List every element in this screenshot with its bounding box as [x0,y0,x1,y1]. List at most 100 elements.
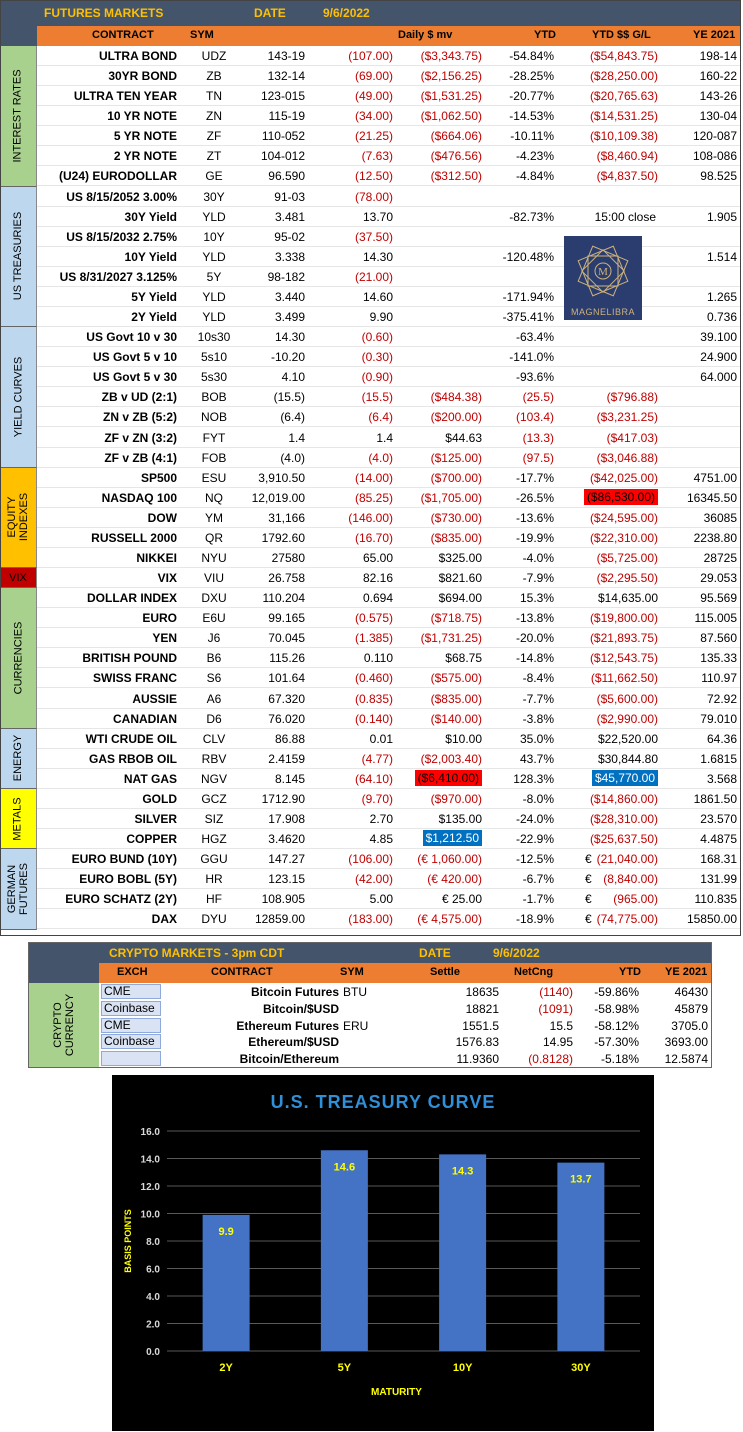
daily-mv-cell: $68.75 [445,651,482,666]
ye-cell: 120-087 [692,129,737,144]
contract-cell: COPPER [126,832,177,847]
daily-mv-cell: $325.00 [438,551,482,565]
section-label-text: CURRENCIES [12,621,25,695]
daily-mv-cell: ($125.00) [430,450,482,465]
crypto-row: Bitcoin/Ethereum 11.9360 (0.8128) -5.18% 12.… [99,1051,711,1068]
sym-cell: YLD [202,249,226,264]
sym-cell: RBV [201,751,227,766]
price-cell: (15.5) [273,390,305,405]
contract-cell: 5 YR NOTE [113,129,177,144]
daily-mv-cell: ($835.00) [430,691,482,706]
daily-mv-cell: ($664.06) [430,129,482,144]
daily-mv-cell: ($2,003.40) [420,751,482,766]
ytd-cell: 15.3% [519,591,554,606]
ye-cell: 87.560 [700,631,737,646]
sym-cell: NGV [200,771,227,786]
sym-cell: GCZ [201,791,227,806]
daily-mv-cell: $10.00 [445,731,482,746]
price-cell: 123.15 [268,872,305,887]
contract-cell: (U24) EURODOLLAR [58,169,177,184]
change-cell: (0.30) [361,350,393,365]
ytd-gl-cell: 15:00 close [594,209,656,224]
change-cell: (69.00) [354,69,393,84]
table-row: GOLD GCZ 1712.90 (9.70) ($970.00) -8.0% ($14,8… [37,789,740,809]
price-cell: 8.145 [274,771,305,786]
ye-cell: 39.100 [700,330,737,345]
table-row: US Govt 5 v 10 5s10 -10.20 (0.30) -141.0% 24.… [37,347,740,368]
sym-cell: HR [205,872,223,887]
ytd-cell: -20.0% [515,631,554,646]
col-ytd: YTD [534,29,556,41]
price-cell: 2.4159 [268,751,305,766]
price-cell: 1792.60 [261,530,305,545]
table-row: 2 YR NOTE ZT 104-012 (7.63) ($476.56) -4.23% (… [37,146,740,167]
section-label-text: INTEREST RATES [12,69,25,163]
change-cell: (0.90) [361,370,393,385]
crypto-col-ytd: YTD [619,966,641,978]
x-tick-label: 30Y [571,1362,591,1374]
price-cell: 3.481 [274,209,305,224]
change-cell: 65.00 [362,551,393,565]
sym-cell: YLD [202,209,226,224]
ytd-cell: (103.4) [515,410,554,425]
table-row: COPPER HGZ 3.4620 4.85 $1,212.50 -22.9% ($25,6… [37,829,740,850]
ye-cell: 143-26 [699,89,737,104]
daily-mv-cell: ($3,343.75) [420,49,482,63]
ytd-cell: -28.25% [509,69,554,84]
contract-cell: 5Y Yield [131,289,177,304]
change-cell: (106.00) [348,852,393,867]
change-cell: (6.4) [368,410,393,425]
sym-cell: D6 [206,711,222,726]
sym-cell: NOB [200,410,227,425]
crypto-date-label: DATE [419,946,451,960]
daily-mv-cell: ($1,531.25) [420,89,482,104]
ytd-cell: -375.41% [502,310,554,325]
change-cell: 0.01 [369,731,393,746]
sym-cell: SIZ [204,812,224,827]
ytd-cell: -14.53% [509,109,554,124]
euro-sign: € [585,872,592,887]
ytd-cell: (25.5) [522,390,554,405]
change-cell: (14.00) [354,470,393,485]
section-label: US TREASURIES [0,186,37,328]
y-tick-label: 6.0 [146,1265,160,1276]
col-daily-mv: Daily $ mv [398,29,453,41]
daily-mv-cell: $1,212.50 [422,830,482,847]
contract-cell: YEN [152,631,177,646]
sym-cell: GGU [200,852,228,867]
change-cell: (0.575) [354,611,393,626]
contract-cell: 2Y Yield [131,310,177,325]
data-label: 14.6 [334,1161,355,1173]
ytd-cell: -8.4% [522,671,554,686]
contract-cell: SWISS FRANC [93,671,177,686]
table-row: US 8/15/2052 3.00% 30Y 91-03 (78.00) [37,187,740,207]
price-cell: 101.64 [268,671,305,686]
netchg-cell: (1140) [539,985,573,999]
treasury-curve-chart: U.S. TREASURY CURVE 0.0 2.0 4.0 6.0 8.0 10.0 12… [112,1075,654,1431]
table-row: 30Y Yield YLD 3.481 13.70 -82.73% 15:00 close… [37,207,740,227]
table-row: SWISS FRANC S6 101.64 (0.460) ($575.00) -8.4%… [37,668,740,689]
contract-cell: RUSSELL 2000 [91,530,177,545]
exchange-cell: CME [101,984,161,999]
price-cell: (6.4) [280,410,305,425]
ytd-cell: -171.94% [502,289,554,304]
price-cell: 3.338 [274,249,305,264]
table-row: YEN J6 70.045 (1.385) ($1,731.25) -20.0% ($21,… [37,628,740,649]
contract-cell: VIX [157,571,177,586]
change-cell: (183.00) [348,912,393,927]
col-ye: YE 2021 [693,29,736,41]
sym-cell: TN [206,89,222,104]
y-tick-label: 0.0 [146,1347,160,1358]
price-cell: 12,019.00 [251,490,305,505]
sym-cell: HGZ [201,832,227,847]
data-label: 9.9 [218,1226,233,1238]
ytd-cell: 43.7% [519,751,554,766]
euro-sign: € [585,852,592,867]
table-row: ZB v UD (2:1) BOB (15.5) (15.5) ($484.38) (25… [37,387,740,408]
change-cell: (0.140) [354,711,393,726]
section-label-text: ENERGY [12,735,24,782]
daily-mv-cell: (€ 1,060.00) [417,852,482,867]
table-row: ULTRA TEN YEAR TN 123-015 (49.00) ($1,531.25… [37,86,740,107]
sym-cell: ESU [201,470,227,485]
crypto-section-text: CRYPTO CURRENCY [52,993,76,1057]
